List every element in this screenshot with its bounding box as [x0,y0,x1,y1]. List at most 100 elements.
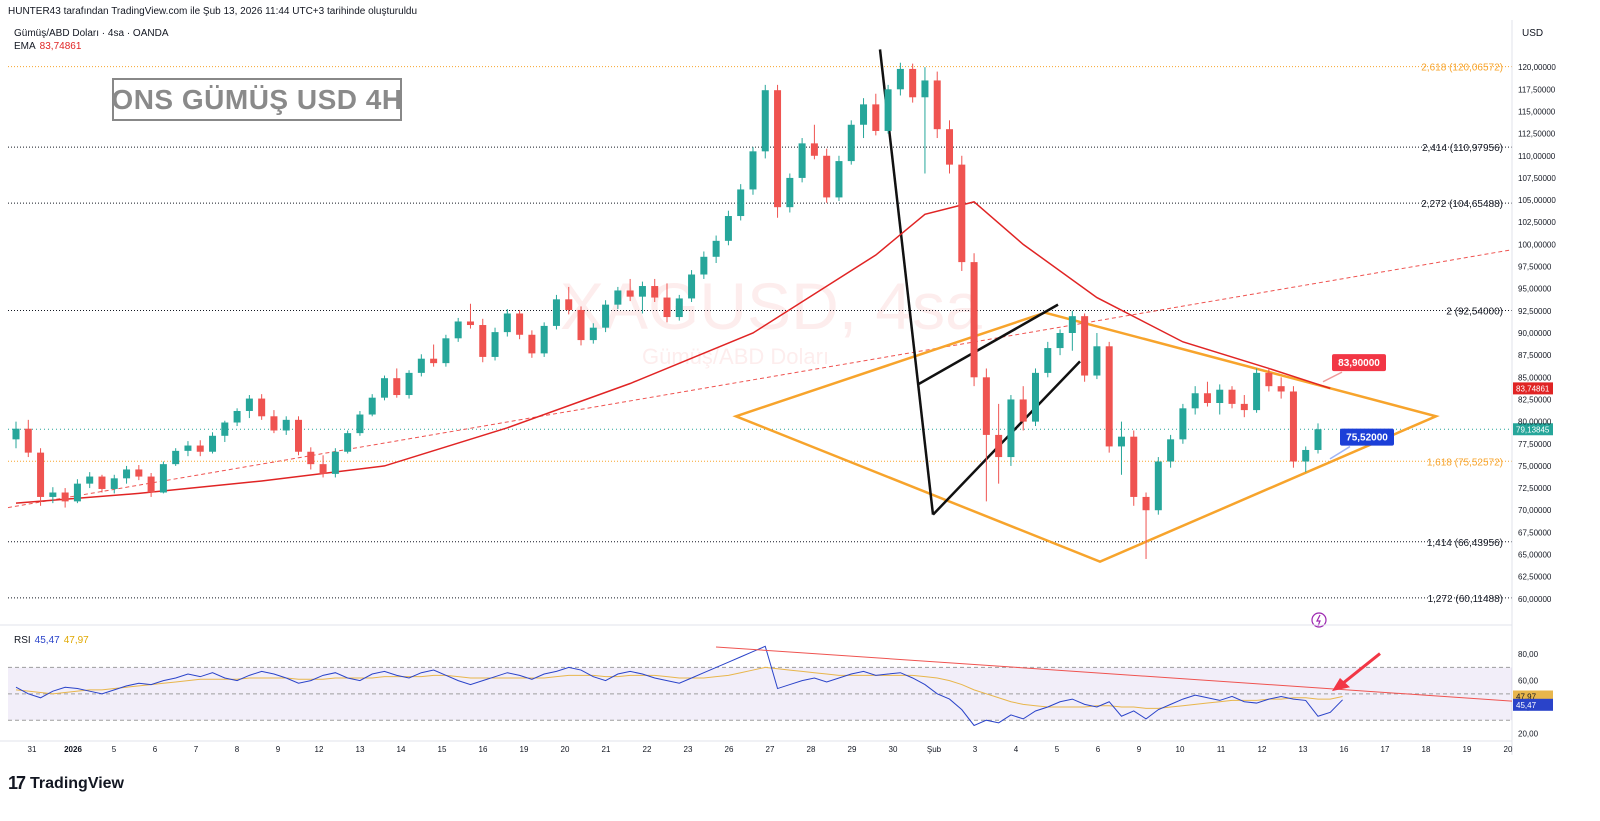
candle-body [577,309,585,341]
time-tick-label: 13 [356,745,365,754]
candle-body [98,476,106,489]
price-tick-label: 107,50000 [1518,174,1556,183]
candle-body [589,327,597,341]
time-tick-label: 2026 [64,745,82,754]
fib-level-label: 2 (92,54000) [1446,306,1503,317]
candle-body [860,104,868,125]
candle-body [1167,439,1175,462]
time-tick-label: 18 [1422,745,1431,754]
candle-body [1289,391,1297,462]
callout-box [1332,354,1386,372]
candle-body [688,274,696,299]
candle-body [528,334,536,354]
candle-body [331,451,339,474]
time-tick-label: 6 [153,745,158,754]
candle-body [1154,461,1162,511]
logo-text: TradingView [30,774,124,792]
rsi-ma-line [15,666,1343,709]
ema-label: EMA [14,41,36,52]
arrow-head-icon [1332,677,1350,692]
candle-body [749,151,757,190]
rsi-label: RSI [14,635,31,646]
candle-body [651,286,659,298]
time-tick-label: Şub [927,745,942,754]
price-tick-label: 87,50000 [1518,351,1552,360]
rsi-tick-label: 80,00 [1518,650,1539,659]
candle-body [761,90,769,152]
rsi-legend[interactable]: RSI 45,47 47,97 [14,635,89,646]
time-tick-label: 13 [1299,745,1308,754]
candle-body [1253,372,1261,411]
candle-body [356,414,364,434]
currency-label[interactable]: USD [1522,28,1544,39]
ema-legend[interactable]: EMA 83,74861 [14,41,81,52]
candle-body [675,298,683,318]
candle-body [405,372,413,396]
candle-body [565,299,573,310]
candle-body [73,483,81,502]
candle-body [995,434,1003,458]
candle-body [1068,316,1076,333]
rsi-tick-label: 20,00 [1518,729,1539,738]
time-tick-label: 8 [235,745,240,754]
time-tick-label: 14 [397,745,406,754]
candle-body [159,464,167,493]
price-tick-label: 72,50000 [1518,484,1552,493]
time-tick-label: 30 [889,745,898,754]
candle-body [1277,386,1285,392]
candle-body [712,240,720,257]
logo-mark-icon: 17 [8,773,26,793]
price-tag [1513,382,1553,395]
price-tick-label: 80,00000 [1518,418,1552,427]
price-tick-label: 67,50000 [1518,528,1552,537]
price-tick-label: 65,00000 [1518,551,1552,560]
ema-value: 83,74861 [39,41,82,52]
candle-body [209,435,217,452]
time-tick-label: 15 [438,745,447,754]
time-tick-label: 23 [684,745,693,754]
candle-body [552,299,560,326]
symbol-legend[interactable]: Gümüş/ABD Doları · 4sa · OANDA [14,28,169,39]
diamond-pattern [732,311,1440,563]
price-tick-label: 105,00000 [1518,196,1556,205]
candle-body [1240,403,1248,411]
candle-body [946,129,954,165]
candle-body [319,464,327,474]
time-tick-label: 29 [848,745,857,754]
candle-body [1117,436,1125,447]
time-tick-label: 6 [1096,745,1101,754]
price-tick-label: 95,00000 [1518,285,1552,294]
candle-body [909,68,917,98]
time-tick-label: 26 [725,745,734,754]
candle-body [442,338,450,364]
candle-body [774,90,782,208]
candle-body [1031,372,1039,422]
fib-level-label: 2,272 (104,65488) [1421,199,1503,210]
time-tick-label: 28 [807,745,816,754]
price-tag [1513,423,1553,436]
fib-level-label: 2,414 (110,97956) [1422,143,1503,154]
price-tick-label: 75,00000 [1518,462,1552,471]
candle-body [491,332,499,357]
candle-body [24,428,32,453]
candle-body [933,80,941,130]
time-tick-label: 9 [1137,745,1142,754]
candle-body [295,419,303,452]
candle-body [417,358,425,373]
candle-body [700,256,708,275]
tradingview-logo[interactable]: 17 TradingView [8,773,124,794]
rsi-value: 45,47 [34,635,60,646]
price-tick-label: 82,50000 [1518,395,1552,404]
candle-body [37,452,45,497]
candle-body [196,445,204,452]
rsi-ma-tag-text: 47,97 [1516,692,1537,701]
candle-body [184,445,192,451]
time-tick-label: 22 [643,745,652,754]
candle-body [1007,399,1015,458]
time-tick-label: 7 [194,745,199,754]
candle-body [516,313,524,335]
time-tick-label: 17 [1381,745,1390,754]
long-trend-line [7,249,1513,509]
chart-annotation-title[interactable]: ONS GÜMÜŞ USD 4H [111,78,402,121]
